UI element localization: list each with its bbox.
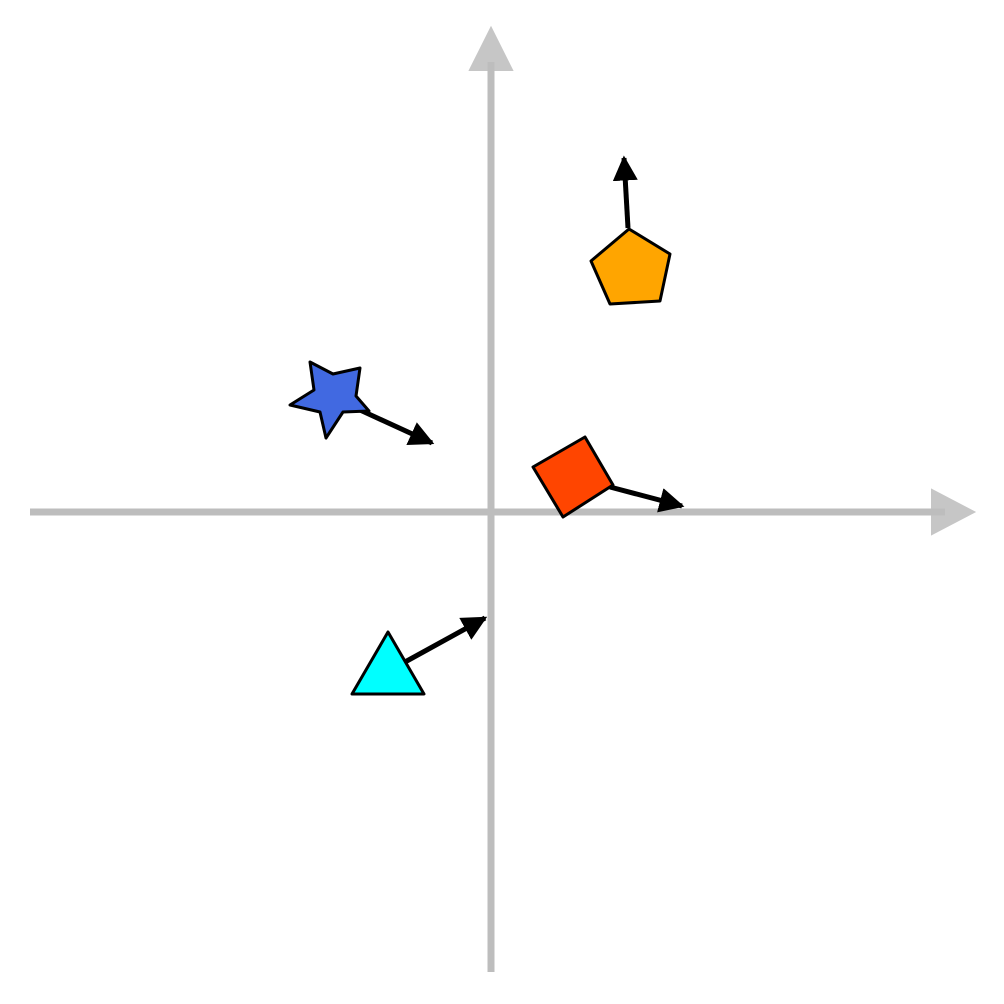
x-axis-arrowhead-icon — [931, 488, 977, 536]
star-vector-arrow — [358, 407, 435, 446]
square-vector-arrow — [609, 484, 685, 513]
shape-star — [288, 360, 435, 446]
shape-pentagon — [589, 155, 672, 306]
shape-square — [531, 435, 685, 519]
triangle-icon — [350, 630, 426, 696]
square-icon — [531, 435, 615, 519]
axes — [30, 25, 977, 972]
pentagon-icon — [589, 227, 672, 306]
pentagon-vector-arrow — [612, 155, 638, 229]
triangle-vector-arrow — [403, 615, 488, 665]
star-icon — [288, 360, 371, 440]
shape-triangle — [350, 615, 488, 696]
y-axis-arrowhead-icon — [468, 25, 514, 71]
